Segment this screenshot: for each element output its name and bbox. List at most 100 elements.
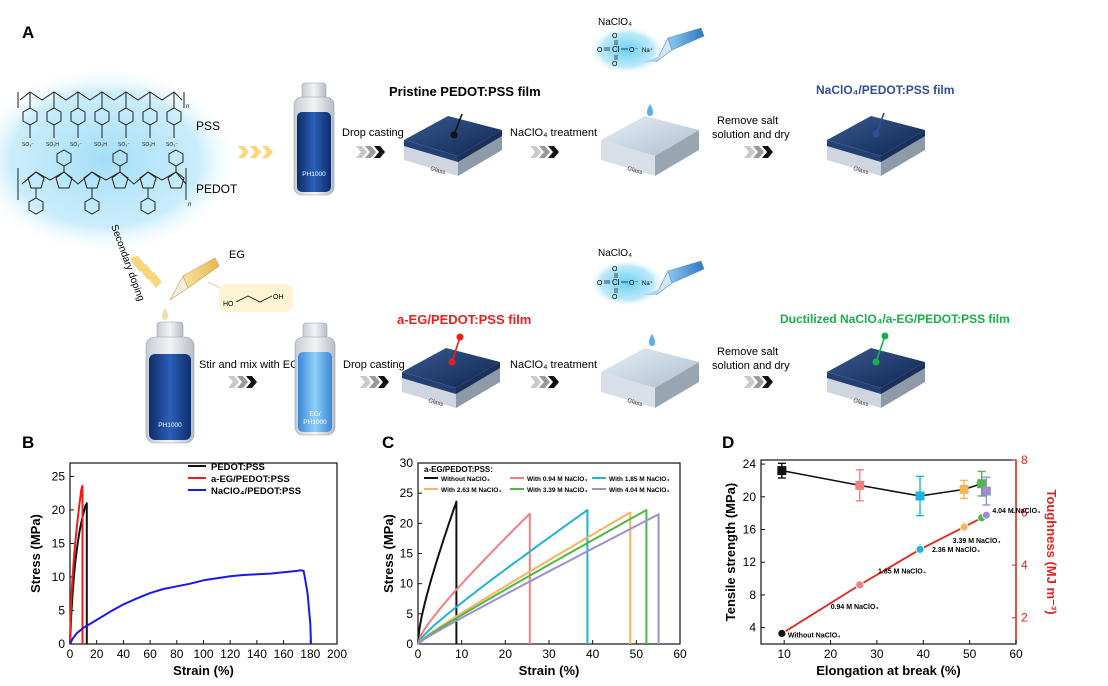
so3-label-3: SO₃⁻ xyxy=(118,142,130,148)
y-tick-label: 15 xyxy=(400,547,414,561)
pedot-rings xyxy=(17,149,187,215)
so3-label-2: SO₃⁻ xyxy=(70,142,82,148)
series-line-3 xyxy=(69,569,312,645)
series-line-2 xyxy=(69,484,84,645)
eg-label: EG xyxy=(229,249,245,261)
toughness-marker-3 xyxy=(915,544,925,554)
x-tick-label: 60 xyxy=(143,647,157,661)
legend-label-2: a-EG/PEDOT:PSS xyxy=(211,474,290,485)
film-aeg: Glass xyxy=(402,333,500,408)
x-tick-label: 20 xyxy=(499,647,513,661)
svg-text:O: O xyxy=(612,33,618,40)
bottle-label-left: PH1000 xyxy=(158,422,182,429)
so3h-label-3: SO₃H xyxy=(142,142,155,148)
x-tick-label: 10 xyxy=(455,647,469,661)
panel-letter-d: D xyxy=(722,433,734,452)
step-remove-salt-top-1: Remove salt xyxy=(717,115,778,127)
x-tick-label: 0 xyxy=(67,647,74,661)
y-tick-label: 0 xyxy=(406,637,413,651)
panel-letter-a: A xyxy=(22,23,34,42)
y-tick-label: 25 xyxy=(400,486,414,500)
series-line-6 xyxy=(417,513,660,645)
x-tick-label: 200 xyxy=(327,647,347,661)
svg-text:O: O xyxy=(612,61,618,68)
naclo4-structure-bottom: Cl O O O O⁻ Na⁺ xyxy=(597,266,653,301)
panel-letter-c: C xyxy=(382,433,394,452)
legend-label-6: With 4.04 M NaClO₄ xyxy=(609,487,669,494)
chemistry-glow xyxy=(0,65,240,255)
eg-pipette xyxy=(162,257,230,320)
film-pristine: Glass xyxy=(404,113,502,176)
so3h-label-2: SO₃H xyxy=(94,142,107,148)
y-tick-label: 20 xyxy=(400,516,414,530)
y-tick-label: 25 xyxy=(52,469,66,483)
label-aeg-film: a-EG/PEDOT:PSS film xyxy=(397,312,531,327)
pss-label: PSS xyxy=(196,119,220,133)
svg-text:O: O xyxy=(612,294,618,301)
y-tick-label: 5 xyxy=(406,607,413,621)
pipette-bottom xyxy=(643,260,705,346)
chart-panel-b: B 0 20 40 60 80 100 120 140 160 180 200 0 5 10 15 20 25 St… xyxy=(22,433,347,678)
y-tick-label: 0 xyxy=(58,637,65,651)
step-drop-casting-bottom: Drop casting xyxy=(343,359,405,371)
point-label-6: 4.04 M NaClO₄ xyxy=(992,508,1040,515)
x-tick-label: 40 xyxy=(586,647,600,661)
x-axis-label: Elongation at break (%) xyxy=(816,663,960,678)
toughness-marker-6 xyxy=(981,510,991,520)
legend-title: a-EG/PEDOT:PSS: xyxy=(424,465,493,474)
step-stir-mix: Stir and mix with EG xyxy=(199,359,299,371)
point-label-2: 0.94 M NaClO₄ xyxy=(831,604,879,611)
point-label-4: 2.36 M NaClO₄ xyxy=(932,547,980,554)
chart-panel-c: C 0 10 20 30 40 50 60 0 5 10 15 20 25 30 Strain (%) Stre… xyxy=(381,433,687,678)
so3-label-1: SO₃⁻ xyxy=(22,142,34,148)
svg-text:OH: OH xyxy=(273,294,284,301)
strength-line xyxy=(781,469,987,497)
pipette-top xyxy=(643,27,705,116)
x-tick-label: 100 xyxy=(193,647,213,661)
svg-text:Cl: Cl xyxy=(612,45,620,54)
y-tick-label: 15 xyxy=(52,536,66,550)
y-tick-label: 10 xyxy=(52,570,66,584)
y-tick-label: 5 xyxy=(58,603,65,617)
y2-tick-label: 2 xyxy=(1021,611,1028,625)
series-line-5 xyxy=(417,509,648,645)
legend-label-1: PEDOT:PSS xyxy=(211,462,265,473)
step-remove-salt-bottom-1: Remove salt xyxy=(717,346,778,358)
y-tick-label: 4 xyxy=(749,621,756,635)
strength-marker-4 xyxy=(959,484,969,494)
strength-marker-3 xyxy=(915,491,925,501)
naclo4-label-top: NaClO₄ xyxy=(598,17,632,28)
strength-marker-2 xyxy=(855,480,865,490)
x-tick-label: 60 xyxy=(673,647,687,661)
x-tick-label: 60 xyxy=(1009,647,1023,661)
series-line-1 xyxy=(417,500,458,645)
y2-tick-label: 8 xyxy=(1021,453,1028,467)
film-ductilized: Glass xyxy=(827,332,925,408)
eg-structure-bg xyxy=(219,284,293,312)
glass-label-2: Glass xyxy=(626,166,642,176)
point-label-1: Without NaClO₄ xyxy=(788,632,841,639)
legend-label-2: With 0.94 M NaClO₄ xyxy=(527,476,587,483)
x-axis-label: Strain (%) xyxy=(519,663,580,678)
pss-n-subscript: n xyxy=(186,104,190,110)
svg-text:O⁻: O⁻ xyxy=(629,47,638,54)
toughness-marker-4 xyxy=(959,522,969,532)
naclo4-structure-top: Cl O O O O⁻ Na⁺ xyxy=(597,33,653,68)
y-tick-label: 20 xyxy=(52,503,66,517)
y-tick-label: 16 xyxy=(743,523,757,537)
x-tick-label: 140 xyxy=(247,647,267,661)
bottle-ph1000-top: PH1000 xyxy=(293,82,335,196)
glass-label-3: Glass xyxy=(852,166,868,176)
legend-label-3: NaClO₄/PEDOT:PSS xyxy=(211,486,301,497)
bottle-label-bottom-1: EG/ xyxy=(309,411,320,418)
yellow-chevrons-top xyxy=(238,146,273,158)
svg-text:Na⁺: Na⁺ xyxy=(642,280,653,287)
label-naclo4-film: NaClO₄/PEDOT:PSS film xyxy=(816,83,954,97)
pss-rings xyxy=(22,92,182,138)
grey-chevrons-5 xyxy=(360,376,389,388)
strength-marker-5 xyxy=(977,479,987,489)
toughness-marker-1 xyxy=(777,629,787,638)
series-line-4 xyxy=(417,511,632,645)
svg-text:O⁻: O⁻ xyxy=(629,280,638,287)
legend-label-4: With 2.63 M NaClO₄ xyxy=(441,487,501,494)
